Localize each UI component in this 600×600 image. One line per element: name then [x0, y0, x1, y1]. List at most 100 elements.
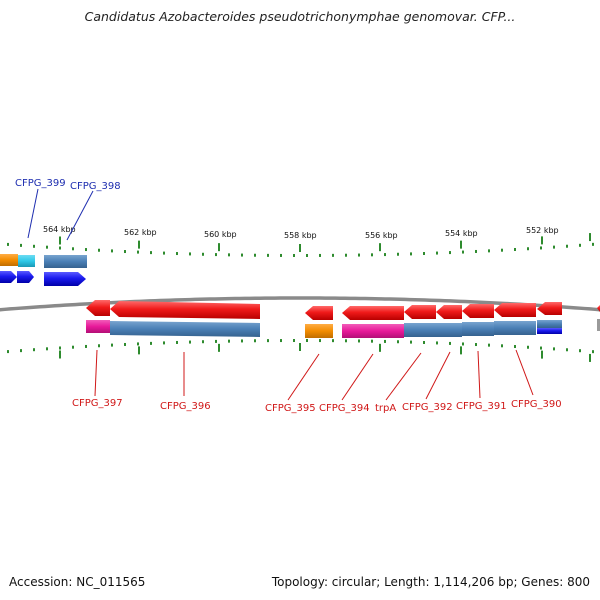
major-tick [379, 243, 381, 252]
cog-bar-blue-cfpg-391[interactable] [462, 322, 494, 336]
minor-tick-dot [319, 339, 321, 343]
gene-label-cfpg-392[interactable]: CFPG_392 [402, 402, 453, 413]
minor-tick-dot [124, 250, 126, 254]
major-tick [460, 240, 462, 249]
minor-tick-dot [436, 341, 438, 345]
minor-tick-dot [85, 248, 87, 252]
cog-bar-blue-partial[interactable] [537, 320, 562, 328]
cog-bar-blue-cfpg-390[interactable] [494, 321, 536, 335]
gene-arrow-cfpg-399[interactable] [17, 271, 34, 283]
cog-bar-cyan-cfpg-399[interactable] [18, 255, 35, 267]
major-tick [379, 343, 381, 352]
minor-tick-dot [267, 253, 269, 257]
minor-tick-dot [410, 252, 412, 256]
reverse-strand-genes [86, 300, 600, 338]
minor-tick-dot [488, 249, 490, 253]
minor-tick-dot [215, 339, 217, 343]
minor-tick-dot [540, 246, 542, 250]
cog-bar-grey-edge [597, 319, 600, 331]
tick-label-558kbp: 558 kbp [284, 231, 317, 240]
minor-tick-dot [98, 344, 100, 348]
major-tick [59, 236, 61, 245]
accession-info: Accession: NC_011565 [9, 575, 146, 589]
minor-tick-dot [59, 246, 61, 250]
gene-label-cfpg-394[interactable]: CFPG_394 [319, 403, 370, 414]
minor-tick-dot [241, 253, 243, 257]
minor-tick-dot [319, 253, 321, 257]
minor-tick-dot [72, 247, 74, 251]
cog-bar-blue-cfpg-392[interactable] [436, 323, 462, 337]
gene-label-cfpg-399[interactable]: CFPG_399 [15, 178, 66, 189]
tick-label-564kbp: 564 kbp [43, 225, 76, 234]
gene-arrow-cfpg-398[interactable] [44, 272, 86, 286]
minor-tick-dot [514, 345, 516, 349]
leader-line-cfpg-391 [477, 350, 481, 399]
minor-tick-dot [241, 339, 243, 343]
major-tick [138, 346, 140, 355]
gene-label-cfpg-390[interactable]: CFPG_390 [511, 399, 562, 410]
gene-arrow-forward-partial[interactable] [0, 271, 17, 283]
gene-label-cfpg-397[interactable]: CFPG_397 [72, 398, 123, 409]
cog-bar-blue-cfpg-396[interactable] [110, 321, 260, 337]
gene-arrow-edge[interactable] [597, 305, 600, 312]
major-tick [59, 350, 61, 359]
minor-tick-dot [189, 340, 191, 344]
minor-tick-dot [33, 348, 35, 352]
gene-arrow-cfpg-395[interactable] [305, 306, 333, 320]
minor-tick-dot [306, 253, 308, 257]
minor-tick-dot [332, 253, 334, 257]
minor-tick-dot [527, 345, 529, 349]
cog-bar-blue-cfpg-398[interactable] [44, 255, 87, 268]
major-tick [460, 346, 462, 355]
gene-arrow-cfpg-392[interactable] [436, 305, 462, 319]
tick-label-552kbp: 552 kbp [526, 226, 559, 235]
cog-bar-dark-blue-partial[interactable] [537, 328, 562, 334]
minor-tick-dot [358, 253, 360, 257]
leader-line-cfpg-392 [425, 351, 451, 400]
cog-bar-pink-cfpg-394[interactable] [342, 324, 404, 338]
minor-tick-dot [410, 340, 412, 344]
major-tick [541, 236, 543, 245]
cog-bar-blue-trpa[interactable] [404, 323, 436, 337]
minor-tick-dot [98, 248, 100, 252]
minor-tick-dot [540, 346, 542, 350]
minor-tick-dot [566, 348, 568, 352]
major-tick [218, 343, 220, 352]
leader-line-cfpg-390 [515, 349, 534, 396]
gene-label-cfpg-398[interactable]: CFPG_398 [70, 181, 121, 192]
minor-tick-dot [124, 342, 126, 346]
minor-tick-dot [202, 340, 204, 344]
tick-label-562kbp: 562 kbp [124, 228, 157, 237]
minor-tick-dot [397, 340, 399, 344]
minor-tick-dot [579, 349, 581, 353]
cog-bar-orange-cfpg-395[interactable] [305, 324, 333, 338]
minor-tick-dot [475, 343, 477, 347]
gene-label-cfpg-391[interactable]: CFPG_391 [456, 401, 507, 412]
gene-arrow-cfpg-390[interactable] [494, 303, 536, 317]
minor-tick-dot [163, 341, 165, 345]
major-tick [589, 233, 591, 242]
minor-tick-dot [371, 253, 373, 257]
minor-tick-dot [46, 245, 48, 249]
major-tick [299, 343, 301, 351]
major-tick [541, 350, 543, 359]
minor-tick-dot [384, 253, 386, 257]
gene-arrow-cfpg-394[interactable] [342, 306, 404, 320]
gene-label-cfpg-396[interactable]: CFPG_396 [160, 401, 211, 412]
gene-arrow-cfpg-396[interactable] [110, 301, 260, 319]
gene-arrow-cfpg-391[interactable] [462, 304, 494, 318]
gene-arrow-trpa[interactable] [404, 305, 436, 319]
minor-tick-dot [436, 251, 438, 255]
minor-tick-dot [423, 340, 425, 344]
gene-arrow-reverse-partial[interactable] [537, 302, 562, 315]
cog-bar-pink-cfpg-397[interactable] [86, 320, 110, 333]
leader-line-cfpg-398 [66, 190, 94, 241]
minor-tick-dot [7, 242, 9, 246]
gene-label-trpa[interactable]: trpA [375, 403, 396, 414]
minor-tick-dot [59, 346, 61, 350]
gene-label-cfpg-395[interactable]: CFPG_395 [265, 403, 316, 414]
minor-tick-dot [501, 248, 503, 252]
gene-arrow-cfpg-397[interactable] [86, 300, 110, 316]
